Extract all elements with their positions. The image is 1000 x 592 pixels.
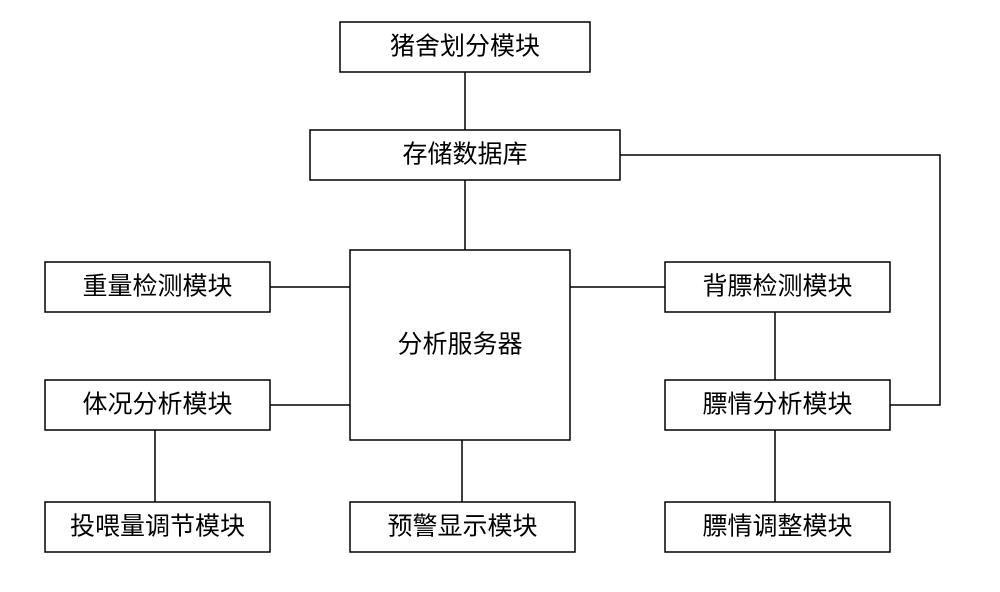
node-alarm-label: 预警显示模块 (387, 513, 537, 541)
node-fatadj-label: 膘情调整模块 (702, 513, 852, 541)
node-backfat: 背膘检测模块 (665, 262, 890, 312)
node-weight-label: 重量检测模块 (82, 273, 232, 301)
node-feed-label: 投喂量调节模块 (70, 513, 245, 541)
node-storage-label: 存储数据库 (402, 141, 527, 169)
node-fatadj: 膘情调整模块 (665, 502, 890, 552)
node-fatcond: 膘情分析模块 (665, 380, 890, 430)
node-pigpen: 猪舍划分模块 (340, 22, 590, 72)
node-feed: 投喂量调节模块 (45, 502, 270, 552)
node-analysis-label: 分析服务器 (397, 331, 522, 359)
node-pigpen-label: 猪舍划分模块 (390, 33, 540, 61)
node-body-label: 体况分析模块 (82, 391, 232, 419)
node-storage: 存储数据库 (310, 130, 620, 180)
node-backfat-label: 背膘检测模块 (702, 273, 852, 301)
node-alarm: 预警显示模块 (350, 502, 575, 552)
node-analysis: 分析服务器 (350, 250, 570, 440)
node-body: 体况分析模块 (45, 380, 270, 430)
node-fatcond-label: 膘情分析模块 (702, 391, 852, 419)
node-weight: 重量检测模块 (45, 262, 270, 312)
